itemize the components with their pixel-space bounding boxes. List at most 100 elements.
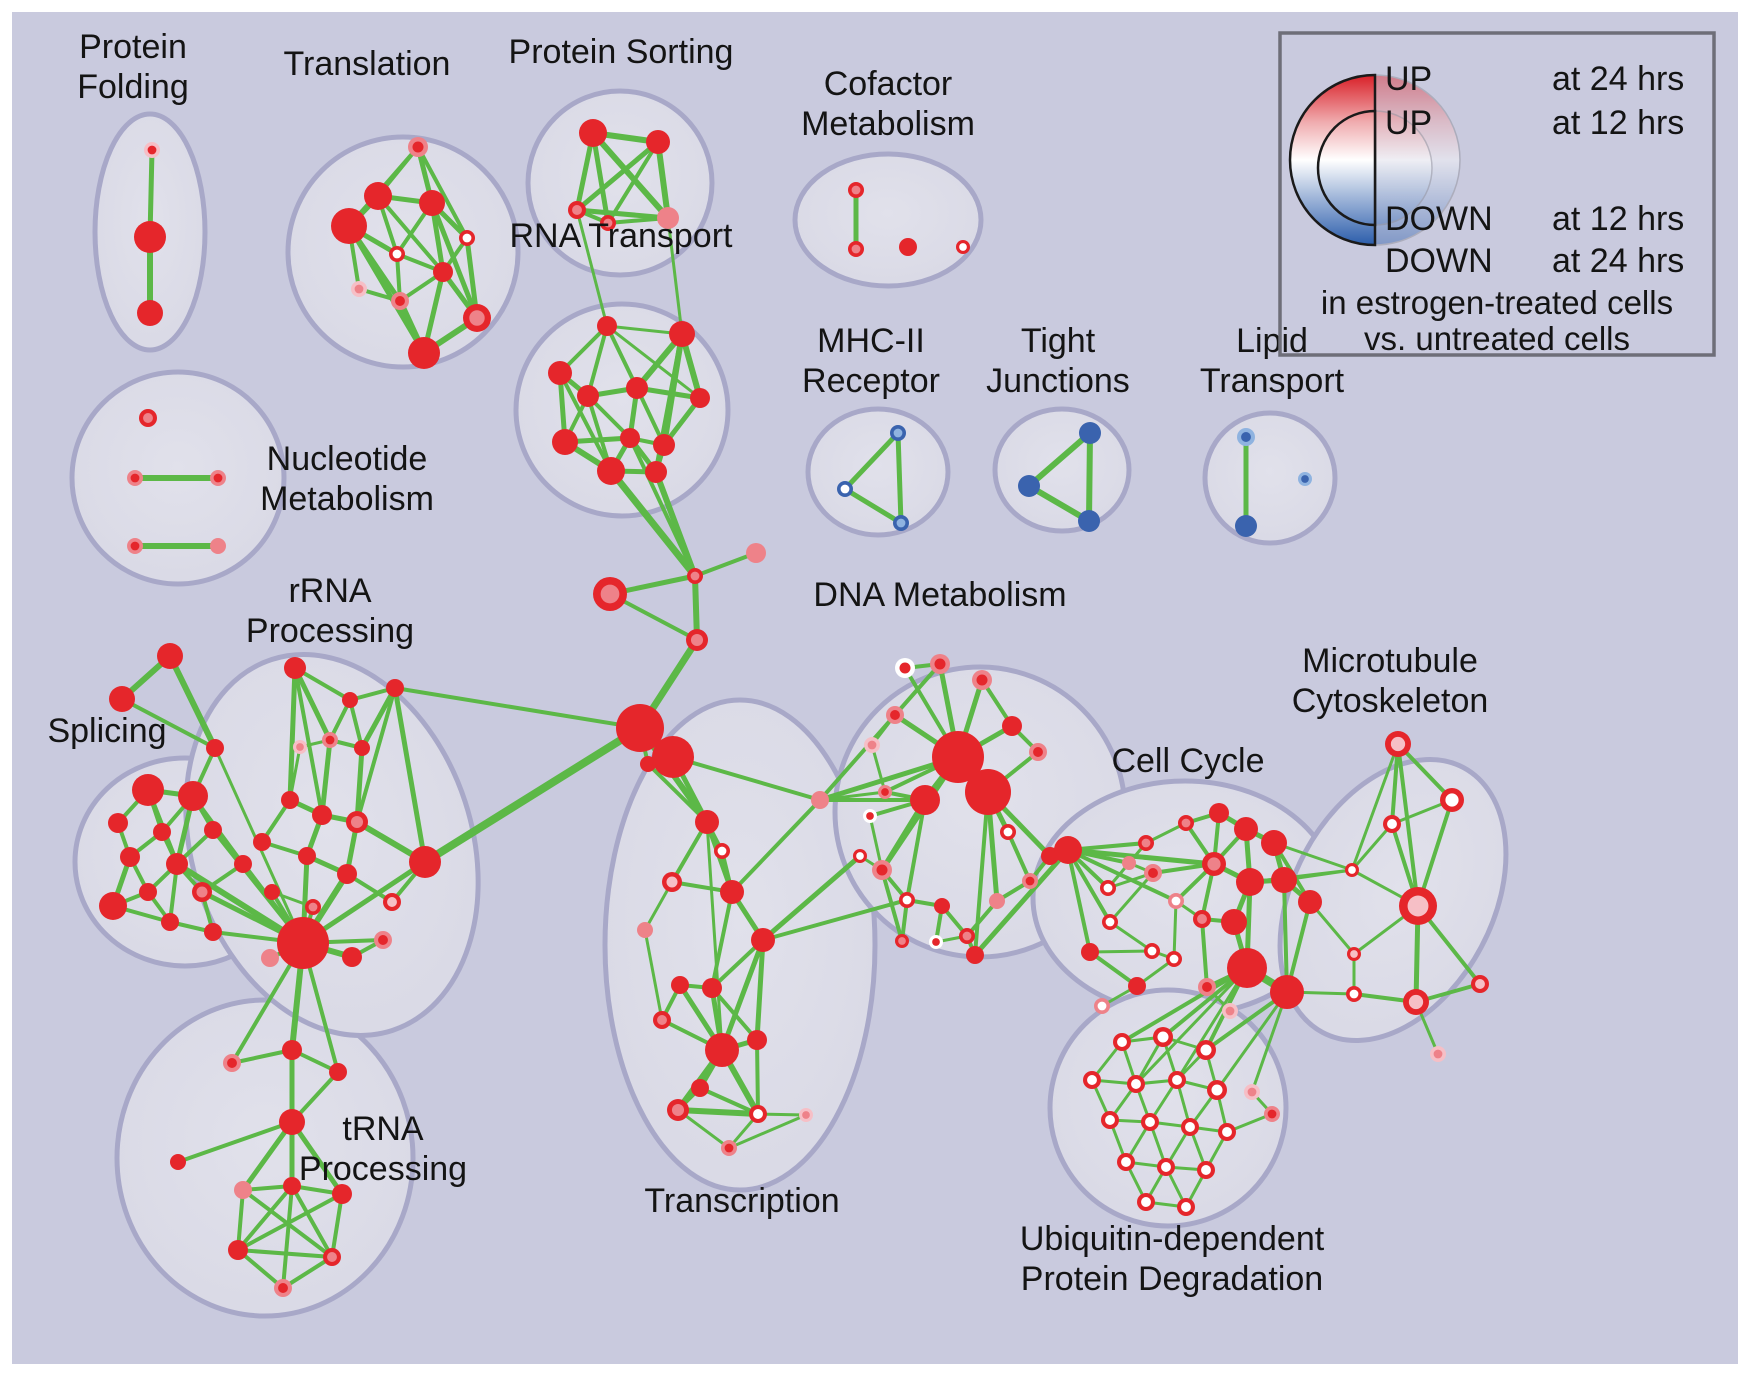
edge-d5-d12: [870, 743, 887, 794]
node-rr6: [293, 740, 307, 754]
node-rr18: [342, 947, 362, 967]
node-ps1: [579, 119, 607, 147]
edge-tn4-tn8: [289, 1119, 345, 1197]
edge-tn10-tn11: [281, 1255, 334, 1290]
node-c16: [1168, 893, 1184, 909]
edge-tn8-tn10: [330, 1192, 344, 1259]
node-tj1: [1079, 422, 1101, 444]
edge-x6-x11: [719, 937, 766, 1053]
edge-c17-c24: [1200, 917, 1209, 989]
edge-mh2-mh3: [842, 486, 904, 526]
node-d13: [863, 809, 877, 823]
edge-ps1-ps4: [590, 130, 611, 226]
cluster-label-dna-metabolism: DNA Metabolism: [813, 576, 1066, 614]
cluster-label-protein-folding: Protein Folding: [77, 28, 189, 106]
edge-c1-c4: [1066, 848, 1092, 954]
legend-up-24-time: at 24 hrs: [1552, 60, 1684, 98]
edge-tn4-tn6: [240, 1119, 295, 1193]
edge-rr1-rr9: [293, 666, 324, 817]
edge-ps3-ps5: [574, 207, 671, 221]
cluster-tight-junctions: [992, 406, 1132, 534]
legend-up-12-time: at 12 hrs: [1552, 104, 1684, 142]
cluster-label-lipid-transport: Lipid Transport: [1200, 322, 1345, 400]
legend-inner-circle-right: [1374, 110, 1433, 226]
node-d24: [966, 946, 984, 964]
edge-rr2-rr5: [348, 698, 364, 750]
edge-tl4-tl10: [429, 200, 480, 321]
edge-ps2-ps4: [606, 140, 660, 225]
edge-d9-d24: [973, 790, 990, 957]
edge-c3-c6: [1108, 871, 1155, 924]
node-tl6: [389, 246, 405, 262]
node-rr10: [346, 811, 368, 833]
node-rt3: [548, 361, 572, 385]
node-cf1: [848, 182, 864, 198]
node-tj3: [1078, 510, 1100, 532]
node-sp4: [153, 823, 171, 841]
edge-x5-dc1: [730, 798, 822, 894]
node-x11: [705, 1033, 739, 1067]
node-c26: [1222, 1003, 1238, 1019]
edge-d24-c1: [972, 847, 1071, 958]
node-tl9: [391, 292, 409, 310]
node-c13: [1236, 868, 1264, 896]
node-hub2: [277, 917, 329, 969]
edge-rt3-rt10: [558, 371, 613, 473]
node-d11: [1000, 824, 1016, 840]
nodes-layer: [99, 119, 1489, 1297]
node-d12: [878, 785, 892, 799]
node-c2: [1100, 880, 1116, 896]
legend-down-24-state: DOWN: [1385, 242, 1493, 280]
node-f1: [687, 568, 703, 584]
node-tn7: [283, 1177, 301, 1195]
node-m5: [1399, 887, 1437, 925]
edge-h1-rr3: [393, 686, 642, 730]
legend-border: [1278, 31, 1716, 357]
cluster-labels-layer: Protein Folding Translation Protein Sorting…: [47, 28, 1488, 1298]
node-x2: [695, 810, 719, 834]
node-d14: [853, 849, 867, 863]
node-sp6: [120, 847, 140, 867]
edge-tn4-tn5: [176, 1120, 294, 1164]
node-x10: [653, 1011, 671, 1029]
node-x4: [662, 872, 682, 892]
edge-rr3-rr10: [355, 686, 397, 824]
node-c1: [1054, 836, 1082, 864]
node-ps2: [646, 130, 670, 154]
node-c15: [1298, 890, 1322, 914]
node-x16: [799, 1108, 813, 1122]
node-m8: [1403, 989, 1429, 1015]
node-rt10: [597, 457, 625, 485]
node-m4: [1345, 863, 1359, 877]
node-x13: [691, 1079, 709, 1097]
node-tl2: [364, 182, 392, 210]
node-rr8: [281, 791, 299, 809]
node-m2: [1440, 788, 1464, 812]
edge-ps5-rt2: [666, 216, 684, 336]
cluster-ubiquitin-degradation: [1047, 987, 1289, 1229]
edge-m3-m4: [1350, 822, 1394, 872]
node-g3: [206, 739, 224, 757]
legend-up-12-state: UP: [1385, 104, 1432, 142]
cluster-label-rrna-processing: rRNA Processing: [246, 572, 414, 650]
edge-tj1-tj2: [1026, 430, 1093, 489]
edge-f1-f2: [693, 551, 758, 578]
edge-tn7-tn9: [236, 1184, 294, 1252]
edge-x16-x17: [727, 1113, 808, 1150]
cluster-label-trna-processing: tRNA Processing: [299, 1110, 467, 1188]
cluster-label-ubiquitin-degradation: Ubiquitin-dependent Protein Degradation: [1020, 1220, 1325, 1298]
node-rr1: [284, 657, 306, 679]
node-d1: [895, 658, 915, 678]
node-rr14: [383, 893, 401, 911]
edge-x2-x11: [705, 820, 724, 1052]
node-rt4: [577, 385, 599, 407]
node-mh2: [837, 481, 853, 497]
edge-rr4-rr9: [319, 737, 333, 818]
node-sp12: [204, 923, 222, 941]
edge-m1-m3: [1390, 742, 1400, 826]
node-u12: [1117, 1153, 1135, 1171]
edge-d15-d23: [880, 868, 904, 943]
edge-x6-x12: [754, 937, 766, 1043]
